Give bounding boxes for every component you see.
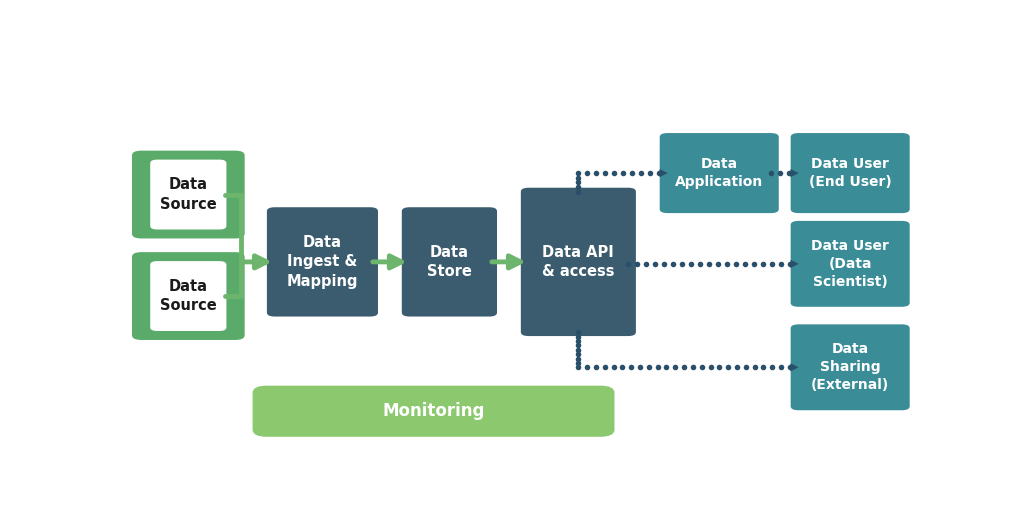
FancyBboxPatch shape	[791, 133, 909, 213]
Point	[764, 363, 780, 371]
Point	[642, 169, 658, 177]
Point	[772, 169, 788, 177]
Point	[665, 260, 681, 268]
Text: Data API
& access: Data API & access	[542, 245, 614, 279]
Point	[755, 363, 771, 371]
Point	[763, 169, 779, 177]
Text: Data
Application: Data Application	[675, 157, 763, 189]
Point	[570, 363, 587, 371]
Point	[570, 359, 587, 367]
Text: Data
Store: Data Store	[427, 245, 472, 279]
Point	[746, 363, 763, 371]
Point	[658, 363, 675, 371]
FancyBboxPatch shape	[659, 133, 779, 213]
FancyBboxPatch shape	[253, 386, 614, 437]
Point	[606, 169, 623, 177]
Point	[570, 337, 587, 345]
Point	[588, 169, 604, 177]
Text: Monitoring: Monitoring	[382, 402, 484, 420]
Point	[702, 363, 719, 371]
Point	[685, 363, 701, 371]
Point	[700, 260, 717, 268]
Point	[614, 363, 631, 371]
Point	[623, 363, 639, 371]
Point	[579, 363, 595, 371]
Point	[647, 260, 664, 268]
Point	[605, 363, 622, 371]
Point	[649, 363, 666, 371]
Point	[570, 346, 587, 354]
Point	[570, 354, 587, 363]
Point	[691, 260, 708, 268]
Point	[624, 169, 640, 177]
Point	[764, 260, 780, 268]
FancyBboxPatch shape	[132, 151, 245, 238]
Point	[720, 363, 736, 371]
Point	[580, 169, 596, 177]
Point	[676, 363, 692, 371]
Point	[755, 260, 771, 268]
Point	[570, 333, 587, 341]
Point	[570, 169, 587, 177]
Point	[667, 363, 683, 371]
Text: Data User
(Data
Scientist): Data User (Data Scientist)	[811, 239, 889, 288]
FancyBboxPatch shape	[132, 252, 245, 340]
Point	[727, 260, 743, 268]
Point	[570, 350, 587, 358]
Point	[570, 178, 587, 187]
Point	[729, 363, 745, 371]
Point	[650, 169, 667, 177]
Point	[570, 341, 587, 349]
Point	[597, 169, 613, 177]
FancyBboxPatch shape	[521, 188, 636, 336]
Point	[597, 363, 613, 371]
Point	[629, 260, 645, 268]
Point	[773, 363, 790, 371]
Point	[614, 169, 631, 177]
FancyBboxPatch shape	[151, 160, 226, 230]
FancyBboxPatch shape	[791, 324, 909, 410]
FancyBboxPatch shape	[151, 261, 226, 331]
Point	[620, 260, 636, 268]
FancyBboxPatch shape	[401, 207, 497, 316]
Point	[570, 183, 587, 191]
Point	[781, 363, 798, 371]
Text: Data User
(End User): Data User (End User)	[809, 157, 892, 189]
Point	[588, 363, 604, 371]
Text: Data
Source: Data Source	[160, 177, 217, 211]
Point	[674, 260, 690, 268]
Point	[633, 169, 649, 177]
Point	[632, 363, 648, 371]
Point	[570, 188, 587, 196]
Point	[655, 260, 672, 268]
Point	[638, 260, 654, 268]
Point	[711, 363, 727, 371]
Point	[683, 260, 699, 268]
Point	[781, 260, 798, 268]
Point	[736, 260, 753, 268]
Point	[737, 363, 754, 371]
Point	[719, 260, 735, 268]
FancyBboxPatch shape	[791, 221, 909, 307]
Text: Data
Ingest &
Mapping: Data Ingest & Mapping	[287, 235, 358, 288]
Text: Data
Source: Data Source	[160, 279, 217, 313]
FancyBboxPatch shape	[267, 207, 378, 316]
Point	[781, 169, 798, 177]
Text: Data
Sharing
(External): Data Sharing (External)	[811, 342, 889, 392]
Point	[745, 260, 762, 268]
Point	[710, 260, 726, 268]
Point	[641, 363, 657, 371]
Point	[693, 363, 710, 371]
Point	[570, 328, 587, 336]
Point	[772, 260, 788, 268]
Point	[570, 174, 587, 182]
